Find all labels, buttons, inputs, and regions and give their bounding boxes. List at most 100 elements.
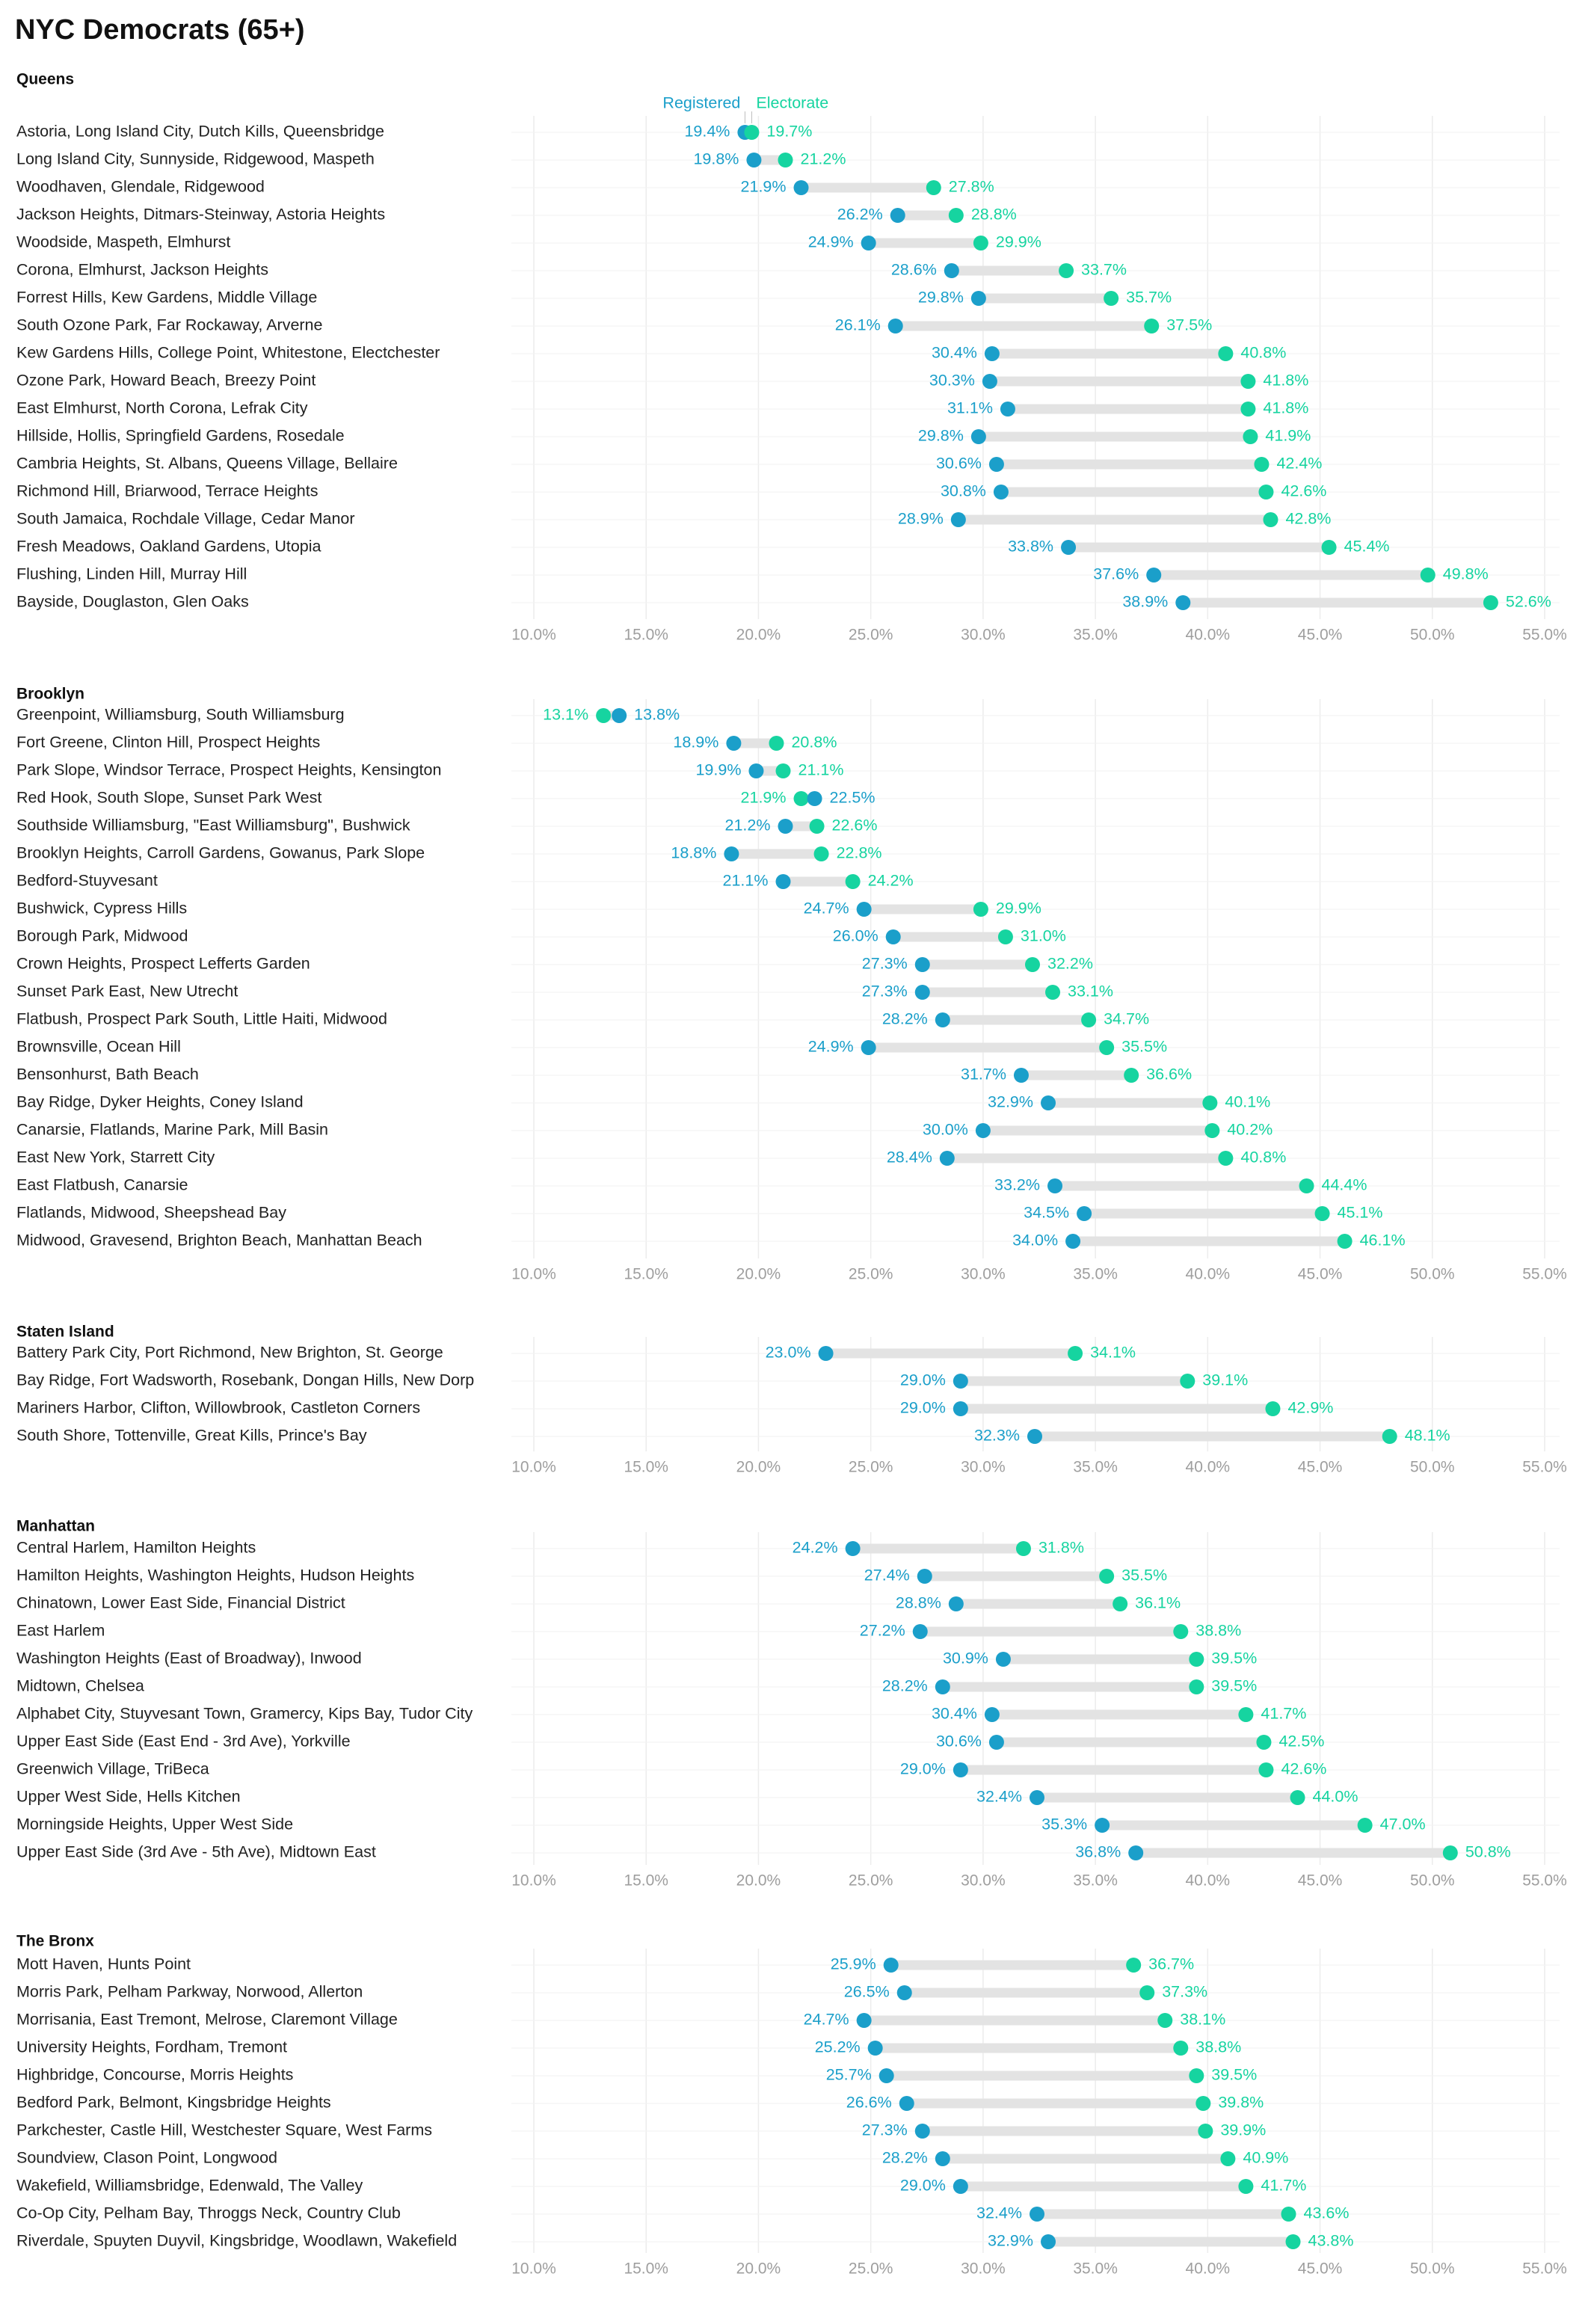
registered-dot [724, 846, 739, 861]
electorate-dot [1173, 2041, 1189, 2056]
registered-dot [899, 2096, 914, 2111]
x-tick-label: 15.0% [624, 2260, 668, 2278]
row-label: Riverdale, Spuyten Duyvil, Kingsbridge, … [16, 2232, 457, 2250]
electorate-dot [1314, 1206, 1330, 1221]
electorate-value-label: 52.6% [1506, 593, 1551, 611]
registered-dot [896, 1985, 912, 2000]
registered-value-label: 21.2% [725, 817, 771, 834]
row-label: Bay Ridge, Fort Wadsworth, Rosebank, Don… [16, 1371, 474, 1389]
x-tick-label: 50.0% [1410, 1872, 1455, 1890]
registered-dot [867, 2041, 883, 2056]
electorate-dot [1189, 1679, 1204, 1694]
registered-dot [818, 1346, 834, 1361]
registered-value-label: 24.9% [808, 1038, 854, 1056]
panel-title: The Bronx [16, 1933, 94, 1950]
registered-value-label: 25.9% [831, 1955, 876, 1973]
electorate-dot [793, 791, 809, 806]
x-tick-label: 30.0% [961, 1872, 1006, 1890]
row-label: Fresh Meadows, Oakland Gardens, Utopia [16, 538, 321, 556]
electorate-value-label: 35.5% [1121, 1567, 1167, 1584]
row-label: Cambria Heights, St. Albans, Queens Vill… [16, 455, 398, 473]
electorate-dot [1113, 1596, 1128, 1611]
registered-value-label: 21.9% [741, 178, 787, 196]
electorate-value-label: 41.7% [1261, 1705, 1306, 1723]
registered-dot [1013, 1068, 1029, 1083]
electorate-dot [1218, 346, 1234, 361]
x-tick-label: 10.0% [511, 1459, 556, 1476]
registered-dot [970, 429, 986, 444]
x-tick-label: 25.0% [849, 2260, 893, 2278]
electorate-value-label: 22.6% [832, 817, 878, 834]
electorate-value-label: 44.4% [1322, 1176, 1367, 1194]
registered-value-label: 27.3% [862, 983, 908, 1000]
row-label: Bay Ridge, Dyker Heights, Coney Island [16, 1093, 304, 1111]
registered-value-label: 28.2% [882, 1677, 928, 1695]
row-label: Washington Heights (East of Broadway), I… [16, 1650, 362, 1667]
electorate-value-label: 40.9% [1243, 2149, 1288, 2167]
registered-dot [914, 985, 930, 1000]
row-label: Flatbush, Prospect Park South, Little Ha… [16, 1010, 387, 1028]
x-tick-label: 45.0% [1298, 1872, 1343, 1890]
x-tick-label: 30.0% [961, 2260, 1006, 2278]
x-tick-label: 15.0% [624, 1459, 668, 1476]
registered-dot [984, 346, 1000, 361]
electorate-dot [1099, 1569, 1115, 1584]
electorate-dot [1068, 1346, 1083, 1361]
row-label: Bedford-Stuyvesant [16, 872, 158, 890]
registered-dot [1146, 568, 1162, 582]
electorate-dot [1265, 1401, 1281, 1416]
electorate-dot [1483, 595, 1498, 610]
registered-value-label: 37.6% [1093, 565, 1139, 583]
registered-dot [1175, 595, 1191, 610]
electorate-value-label: 38.1% [1180, 2011, 1225, 2029]
x-tick-label: 35.0% [1073, 1459, 1118, 1476]
registered-dot [935, 2151, 950, 2166]
x-tick-label: 35.0% [1073, 1266, 1118, 1283]
registered-value-label: 24.9% [808, 233, 854, 251]
row-label: East Flatbush, Canarsie [16, 1176, 188, 1194]
registered-dot [878, 2068, 894, 2083]
x-tick-label: 50.0% [1410, 1266, 1455, 1283]
registered-dot [975, 1123, 991, 1138]
registered-dot [944, 263, 959, 278]
panel-title: Staten Island [16, 1324, 114, 1341]
electorate-dot [1198, 2124, 1213, 2139]
row-label: Parkchester, Castle Hill, Westchester Sq… [16, 2121, 432, 2139]
registered-dot [885, 929, 901, 944]
electorate-dot [1420, 568, 1435, 582]
row-label: South Shore, Tottenville, Great Kills, P… [16, 1427, 367, 1445]
electorate-value-label: 45.4% [1344, 538, 1390, 556]
electorate-value-label: 39.5% [1211, 1650, 1257, 1667]
registered-value-label: 34.5% [1024, 1204, 1069, 1222]
electorate-value-label: 20.8% [791, 734, 837, 751]
electorate-dot [1382, 1429, 1397, 1444]
registered-dot [887, 319, 903, 333]
x-tick-label: 20.0% [736, 2260, 781, 2278]
electorate-dot [1254, 457, 1270, 472]
row-label: Greenpoint, Williamsburg, South Williams… [16, 706, 345, 724]
electorate-dot [1263, 512, 1278, 527]
legend-electorate-label: Electorate [756, 94, 828, 112]
registered-value-label: 28.4% [887, 1149, 932, 1166]
x-tick-label: 25.0% [849, 1872, 893, 1890]
registered-value-label: 30.3% [929, 372, 975, 390]
registered-value-label: 33.8% [1008, 538, 1053, 556]
x-tick-label: 10.0% [511, 627, 556, 644]
registered-value-label: 34.0% [1012, 1232, 1058, 1249]
electorate-dot [1337, 1234, 1353, 1249]
electorate-dot [1173, 1624, 1189, 1639]
registered-value-label: 29.0% [900, 1399, 946, 1417]
electorate-value-label: 29.9% [996, 900, 1041, 917]
registered-value-label: 21.1% [723, 872, 769, 890]
row-label: Highbridge, Concourse, Morris Heights [16, 2066, 293, 2084]
x-tick-label: 55.0% [1522, 2260, 1567, 2278]
row-label: University Heights, Fordham, Tremont [16, 2038, 287, 2056]
electorate-value-label: 42.6% [1281, 1760, 1326, 1778]
registered-value-label: 31.7% [961, 1066, 1006, 1083]
electorate-value-label: 40.8% [1240, 1149, 1286, 1166]
electorate-dot [1258, 1762, 1274, 1777]
registered-value-label: 38.9% [1122, 593, 1168, 611]
electorate-dot [1281, 2207, 1296, 2222]
registered-dot [861, 236, 876, 250]
